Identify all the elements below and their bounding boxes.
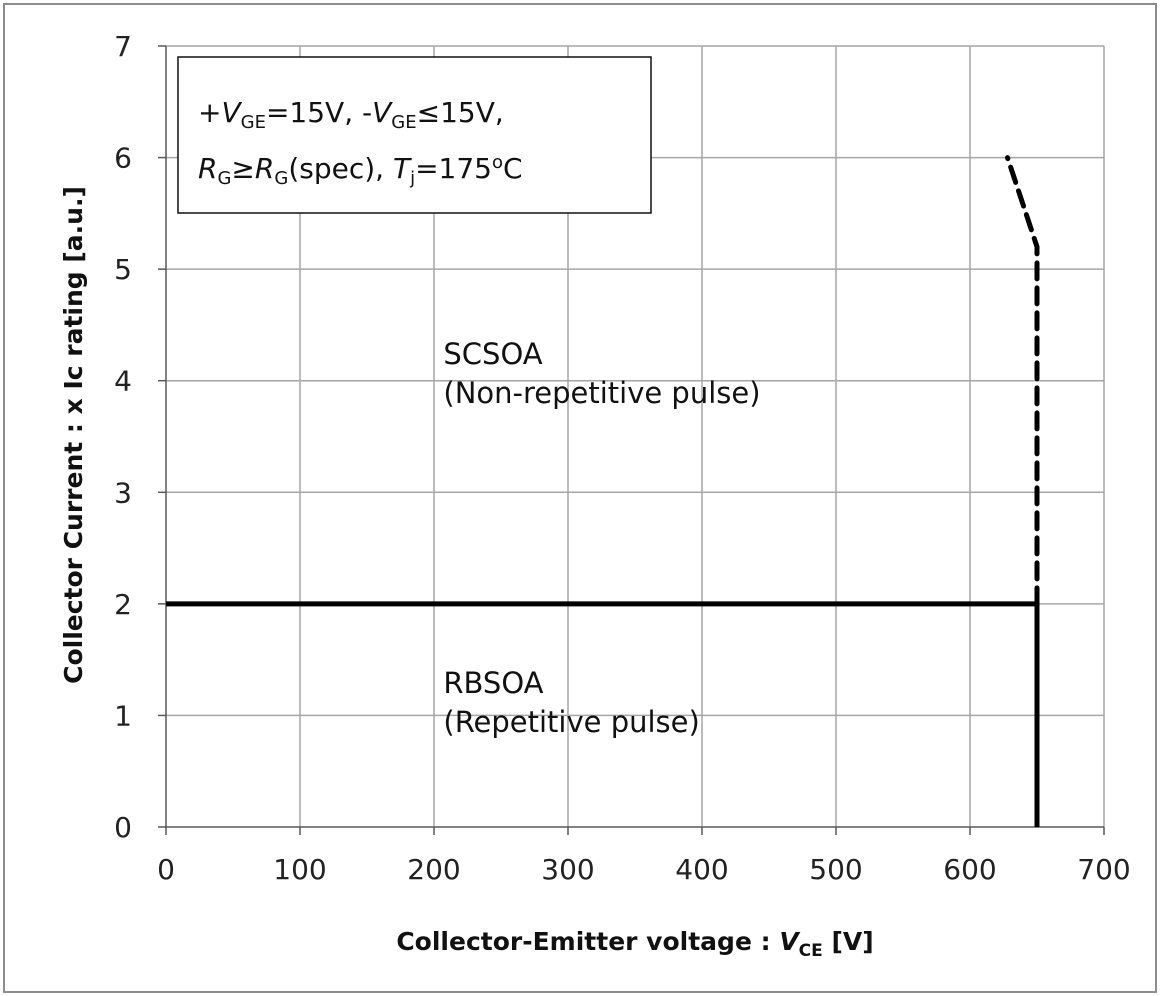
x-tick-label: 600 [943,853,996,886]
y-tick-label: 7 [114,30,132,63]
y-tick-label: 0 [114,811,132,844]
chart-frame [3,3,1157,993]
conditions-box [177,56,652,214]
series-lines [166,155,1040,827]
y-axis-title: Collector Current : x Ic rating [a.u.] [59,186,88,684]
x-tick-label: 100 [273,853,326,886]
x-tick-label: 500 [809,853,862,886]
x-tick-label: 300 [541,853,594,886]
chart-annotation: RBSOA [443,666,543,700]
x-axis-title: Collector-Emitter voltage : VCE [V] [396,927,873,961]
x-tick-label: 400 [675,853,728,886]
x-tick-label: 700 [1077,853,1130,886]
conditions-line-2: RG≥RG(spec), Tj=175oC [198,152,523,189]
annotations: SCSOA (Non-repetitive pulse) RBSOA (Repetit… [443,337,760,739]
x-tick-label: 200 [407,853,460,886]
y-tick-label: 3 [114,476,132,509]
conditions-line-1: +VGE=15V, -VGE≤15V, [198,96,504,133]
chart-annotation: SCSOA [443,337,542,371]
x-tick-label: 0 [157,853,175,886]
chart-annotation: (Repetitive pulse) [443,705,699,739]
y-tick-label: 4 [114,365,132,398]
axes [158,45,1105,835]
y-tick-label: 2 [114,588,132,621]
tick-labels: 0 100 200 300 400 500 600 700 0 1 2 3 4 5 6 7 [114,30,1131,886]
y-tick-label: 6 [114,142,132,175]
y-tick-label: 1 [114,699,132,732]
chart-annotation: (Non-repetitive pulse) [443,376,760,410]
y-tick-label: 5 [114,253,132,286]
scsoa-dashed-line [1005,155,1040,607]
